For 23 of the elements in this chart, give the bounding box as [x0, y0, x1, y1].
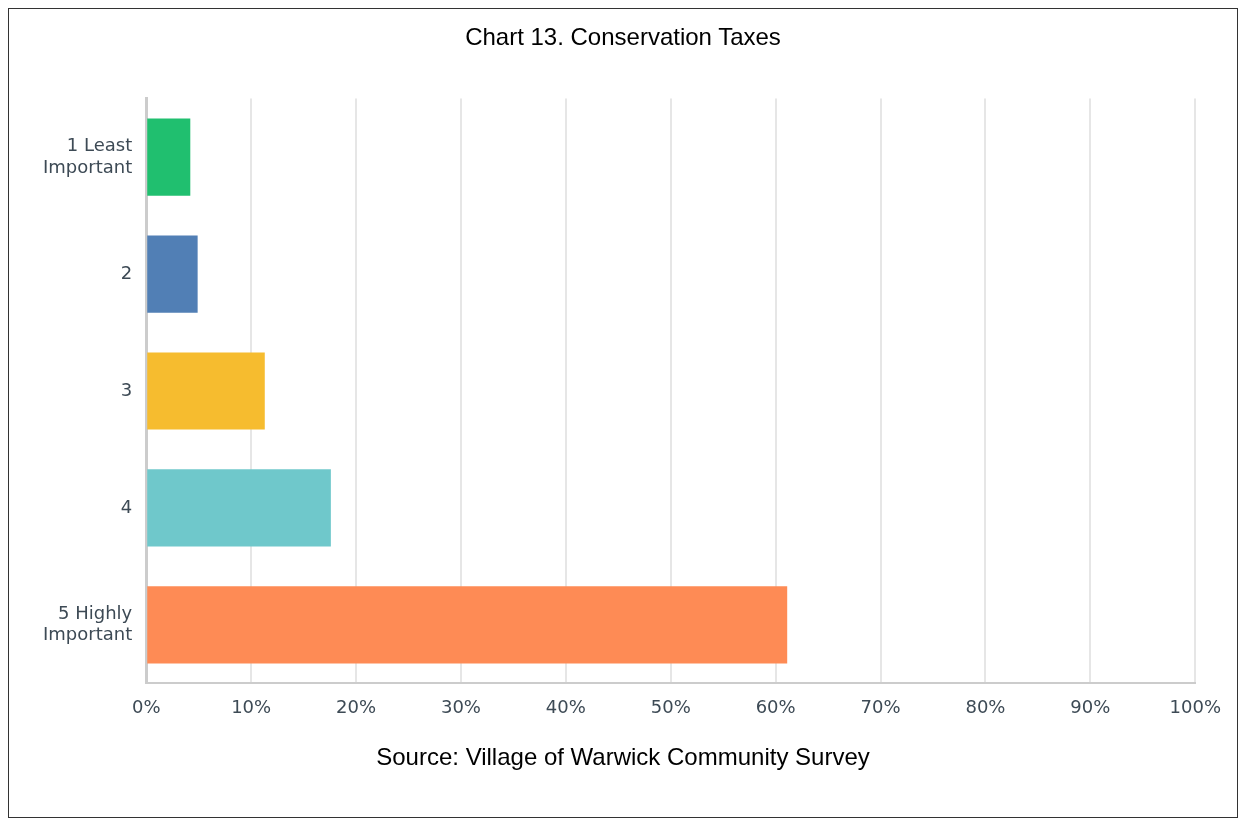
bar — [147, 469, 331, 547]
x-tick-label: 40% — [545, 695, 586, 717]
chart-title: Chart 13. Conservation Taxes — [464, 23, 782, 52]
bar — [147, 235, 198, 313]
y-tick-label: 5 Highly Important — [42, 601, 133, 645]
x-tick-label: 60% — [755, 695, 796, 717]
x-tick-label: 10% — [231, 695, 272, 717]
x-tick-label: 0% — [131, 695, 161, 717]
y-tick-label: 1 Least Important — [42, 133, 133, 177]
x-tick-label: 80% — [965, 695, 1006, 717]
y-tick-label: 4 — [120, 495, 133, 517]
x-tick-label: 50% — [650, 695, 691, 717]
x-tick-label: 100% — [1169, 695, 1221, 717]
x-tick-label: 90% — [1070, 695, 1111, 717]
x-tick-label: 20% — [336, 695, 377, 717]
bar — [147, 352, 265, 430]
source-note: Source: Village of Warwick Community Survey — [375, 743, 871, 771]
bar — [147, 118, 191, 196]
bar — [147, 586, 788, 664]
y-tick-label: 2 — [120, 261, 133, 283]
x-tick-label: 30% — [440, 695, 481, 717]
y-tick-label: 3 — [120, 378, 133, 400]
x-tick-label: 70% — [860, 695, 901, 717]
